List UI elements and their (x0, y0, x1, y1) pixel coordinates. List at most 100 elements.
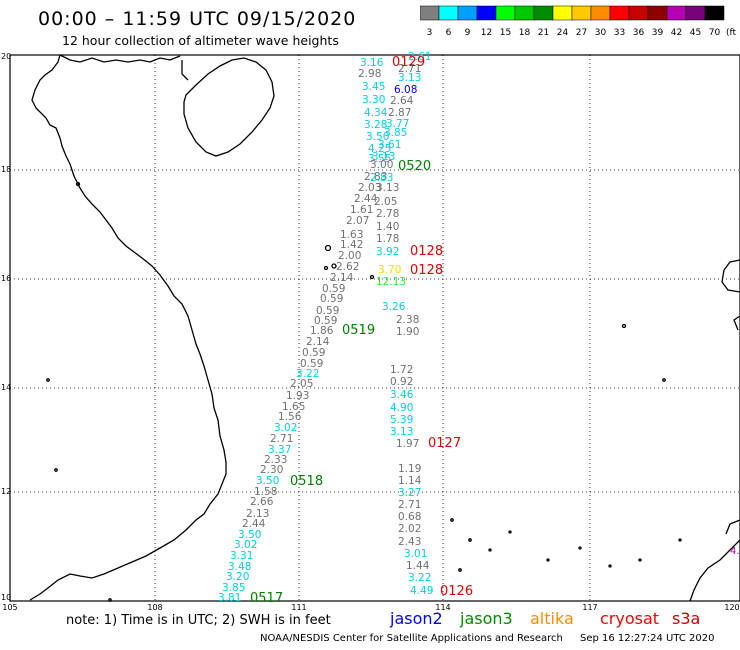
track-value: 1.93 (286, 390, 309, 402)
track-value: 3.61 (378, 139, 401, 151)
scale-label: 33 (614, 28, 625, 38)
track-value: 2.05 (374, 196, 397, 208)
map-grid (10, 55, 740, 601)
track-value: 1.65 (282, 401, 305, 413)
lon-label: 117 (582, 603, 597, 612)
longitude-labels: 105 108 111 114 117 120 (2, 603, 739, 612)
track-value: 4.34 (364, 107, 388, 119)
track-value: 3.00 (370, 159, 393, 171)
track-value: 3.13 (372, 151, 395, 163)
latitude-labels: 20 18 16 14 12 10 (1, 52, 11, 602)
track-value: 0129 (392, 55, 425, 70)
track-value: 1.19 (398, 463, 421, 475)
track-value: 2.78 (376, 208, 399, 220)
track-value: 0128 (410, 263, 443, 278)
track-value: 2.87 (388, 107, 411, 119)
track-value: 3.92 (376, 246, 399, 258)
track-value: 2.03 (358, 182, 381, 194)
track-value: 2.83 (364, 171, 387, 183)
track-value: 2.71 (270, 433, 293, 445)
scale-label: 45 (690, 28, 701, 38)
track-value: 3.85 (222, 582, 245, 594)
track-value: 3.27 (398, 487, 421, 499)
scale-label: 70 (709, 28, 721, 38)
track-value: 6.08 (394, 84, 417, 96)
track-value: 0128 (410, 244, 443, 259)
scale-label: 3 (427, 28, 433, 38)
track-value: 3.31 (230, 550, 253, 562)
track-value: 1.86 (310, 325, 334, 337)
track-value: 3.37 (268, 444, 291, 456)
track-value: 0517 (250, 591, 283, 606)
lon-label: 108 (147, 603, 162, 612)
edge-value: 4.0 (730, 546, 740, 557)
track-value: 0127 (428, 436, 461, 451)
track-value: 2.38 (396, 314, 419, 326)
track-value: 3.77 (386, 118, 409, 130)
satellite-legend-item: altika (530, 609, 574, 628)
track-value: 1.90 (396, 326, 419, 338)
track-value: 2.07 (346, 215, 369, 227)
track-value: 0.59 (300, 358, 323, 370)
lon-label: 105 (2, 603, 17, 612)
track-value: 3.01 (404, 548, 427, 560)
scale-label: 9 (465, 28, 471, 38)
track-value: 4.25 (368, 143, 391, 155)
lon-label: 114 (435, 603, 450, 612)
track-value: 3.50 (238, 529, 261, 541)
track-value: 3.30 (362, 94, 385, 106)
track-value: 3.50 (256, 475, 279, 487)
track-value: 2.83 (370, 172, 393, 184)
footer-credit: NOAA/NESDIS Center for Satellite Applica… (260, 633, 563, 644)
track-value: 2.13 (246, 508, 269, 520)
track-value: 3.02 (234, 539, 257, 551)
lat-label: 18 (1, 165, 11, 174)
track-value: 1.44 (406, 560, 430, 572)
lon-label: 120 (724, 603, 739, 612)
track-value: 3.85 (384, 127, 407, 139)
track-value: 3.45 (362, 81, 385, 93)
track-value: 2.66 (250, 496, 274, 508)
lon-label: 111 (291, 603, 306, 612)
satellite-legend-item: jason3 (460, 609, 513, 628)
track-value: 1.78 (376, 233, 399, 245)
track-value: 2.71 (398, 499, 421, 511)
track-value: 1.61 (350, 204, 373, 216)
scale-label: 42 (671, 28, 682, 38)
track-value: 0.92 (390, 376, 413, 388)
scale-unit: (ft) (726, 28, 736, 38)
track-value: 2.71 (398, 63, 421, 75)
track-value: 3.81 (218, 592, 241, 604)
track-value: 2.14 (306, 336, 330, 348)
footer-timestamp: Sep 16 12:27:24 UTC 2020 (580, 633, 715, 644)
satellite-legend-item: s3a (672, 609, 701, 628)
track-value: 2.44 (242, 518, 266, 530)
track-value: 3.48 (228, 561, 251, 573)
coastline (29, 54, 740, 602)
lat-label: 20 (1, 52, 11, 61)
scale-label: 12 (481, 28, 492, 38)
track-value: 2.44 (354, 193, 378, 205)
track-value: 0126 (440, 584, 473, 599)
track-value: 1.63 (340, 229, 363, 241)
track-value: 3.22 (408, 572, 431, 584)
track-value: 1.42 (340, 239, 363, 251)
track-value: 0.59 (314, 315, 337, 327)
track-value: 3.28 (364, 119, 387, 131)
map-frame (9, 54, 740, 602)
track-value: 4.90 (390, 402, 413, 414)
track-value: 2.98 (358, 68, 381, 80)
lat-label: 10 (1, 593, 11, 602)
track-value: 0518 (290, 474, 323, 489)
track-value: 2.62 (336, 261, 359, 273)
track-value: 0.59 (316, 305, 339, 317)
track-value: 2.00 (338, 250, 361, 262)
altimeter-tracks: 3.162.983.453.304.343.283.504.253.553.00… (218, 51, 740, 606)
satellite-legend-item: jason2 (390, 609, 443, 628)
map-title: 00:00 – 11:59 UTC 09/15/2020 (38, 8, 357, 30)
track-value: 0.59 (302, 347, 325, 359)
lat-label: 14 (1, 383, 11, 392)
track-value: 2.64 (390, 95, 414, 107)
